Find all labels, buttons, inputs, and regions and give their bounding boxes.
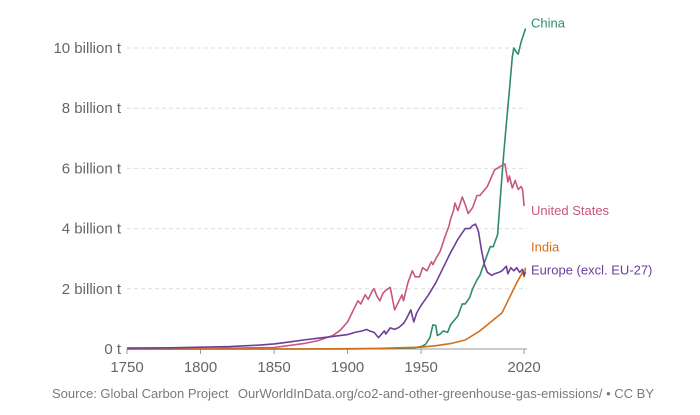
series-line-europe-excl-eu-27 — [126, 223, 527, 349]
series-lines — [126, 28, 527, 350]
series-line-india — [127, 267, 527, 350]
y-tick-label: 8 billion t — [62, 100, 122, 117]
series-labels: China United States India Europe (excl. EU-… — [531, 15, 652, 277]
y-tick-label: 2 billion t — [62, 281, 122, 298]
y-axis: 0 t 2 billion t 4 billion t 6 billion t 8 bi… — [53, 40, 121, 358]
series-label-europe-excl-eu-27: Europe (excl. EU-27) — [531, 262, 652, 277]
y-tick-label: 10 billion t — [53, 40, 121, 57]
x-axis: 1750 1800 1850 1900 1950 2020 — [110, 349, 541, 376]
series-line-china — [127, 28, 527, 350]
x-tick-label: 1950 — [404, 359, 437, 376]
series-label-india: India — [531, 240, 560, 255]
y-tick-label: 6 billion t — [62, 160, 122, 177]
series-label-china: China — [531, 15, 566, 30]
y-tick-label: 0 t — [104, 341, 122, 358]
series-label-united-states: United States — [531, 203, 610, 218]
x-tick-label: 2020 — [507, 359, 540, 376]
x-tick-label: 1800 — [184, 359, 217, 376]
series-line-united-states — [126, 163, 525, 350]
credit-link[interactable]: OurWorldInData.org/co2-and-other-greenho… — [237, 386, 654, 401]
source-note: Source: Global Carbon Project — [52, 386, 229, 401]
y-tick-label: 4 billion t — [62, 221, 122, 238]
grid-lines — [127, 47, 527, 350]
x-tick-label: 1900 — [331, 359, 364, 376]
x-tick-label: 1750 — [110, 359, 143, 376]
x-tick-label: 1850 — [257, 359, 290, 376]
